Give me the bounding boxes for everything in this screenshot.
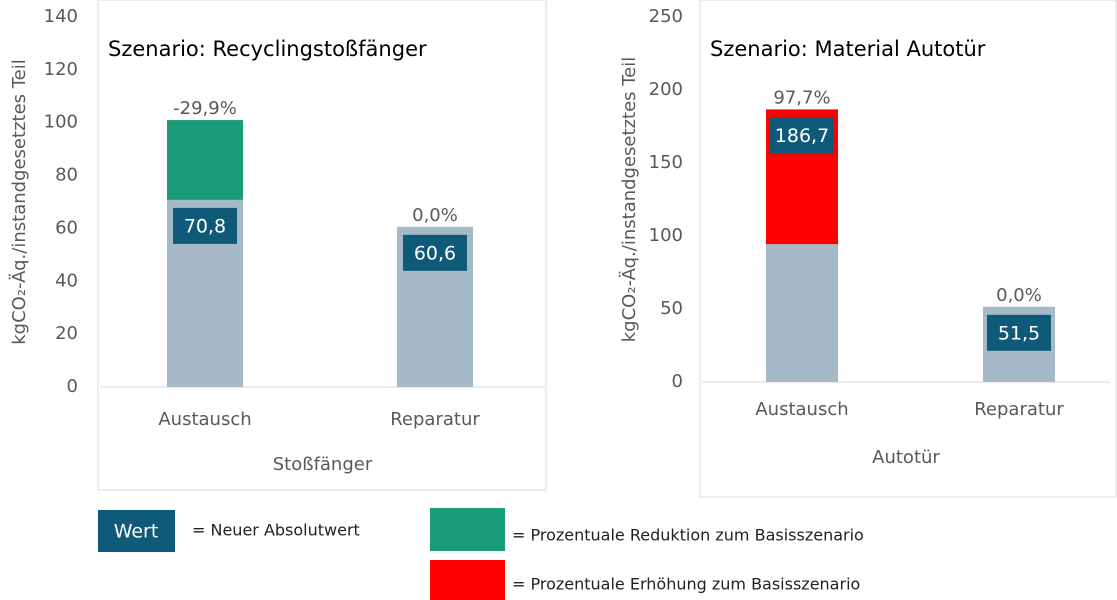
value-box-label: 60,6 [414, 242, 456, 264]
y-tick-label: 40 [55, 270, 78, 291]
y-tick-label: 60 [55, 217, 78, 238]
change-label: 0,0% [412, 205, 458, 226]
x-axis-label: Stoßfänger [273, 454, 373, 475]
legend-text: = Prozentuale Reduktion zum Basisszenari… [512, 526, 864, 545]
bar-segment [766, 244, 838, 382]
value-box-label: 70,8 [184, 215, 226, 237]
change-label: 97,7% [773, 87, 830, 108]
change-label: 0,0% [996, 285, 1042, 306]
value-box [173, 207, 237, 244]
y-tick-label: 150 [649, 152, 683, 173]
value-box [403, 234, 467, 271]
y-tick-label: 250 [649, 6, 683, 27]
y-tick-label: 0 [672, 371, 683, 392]
bar-segment [167, 120, 243, 200]
legend-swatch [430, 560, 505, 600]
value-box-label: 186,7 [775, 125, 829, 147]
y-tick-label: 140 [44, 6, 78, 27]
y-tick-label: 50 [660, 298, 683, 319]
legend-swatch [430, 508, 505, 551]
y-tick-label: 80 [55, 165, 78, 186]
legend-value-box-text: Wert [114, 521, 159, 543]
x-tick-label: Reparatur [974, 399, 1064, 420]
chart-frame [699, 0, 1117, 498]
value-box [770, 117, 834, 154]
y-tick-label: 0 [67, 376, 78, 397]
y-axis-label: kgCO₂-Äq./instandgesetztes Teil [9, 59, 30, 345]
legend-value-box [98, 510, 175, 552]
chart-title: Szenario: Recyclingstoßfänger [108, 37, 427, 61]
y-tick-label: 100 [649, 225, 683, 246]
chart-frame [97, 0, 547, 491]
change-label: -29,9% [173, 98, 237, 119]
y-tick-label: 20 [55, 323, 78, 344]
x-axis-label: Autotür [872, 447, 940, 468]
y-tick-label: 120 [44, 59, 78, 80]
value-box-label: 51,5 [998, 322, 1040, 344]
y-axis-label: kgCO₂-Äq./instandgesetztes Teil [619, 57, 640, 343]
chart-title: Szenario: Material Autotür [710, 37, 986, 61]
x-tick-label: Austausch [158, 409, 251, 430]
x-tick-label: Reparatur [390, 409, 480, 430]
x-tick-label: Austausch [755, 399, 848, 420]
y-tick-label: 100 [44, 112, 78, 133]
y-tick-label: 200 [649, 79, 683, 100]
legend-text: = Prozentuale Erhöhung zum Basisszenario [512, 575, 860, 594]
value-box [987, 314, 1051, 351]
legend-text: = Neuer Absolutwert [192, 521, 360, 540]
